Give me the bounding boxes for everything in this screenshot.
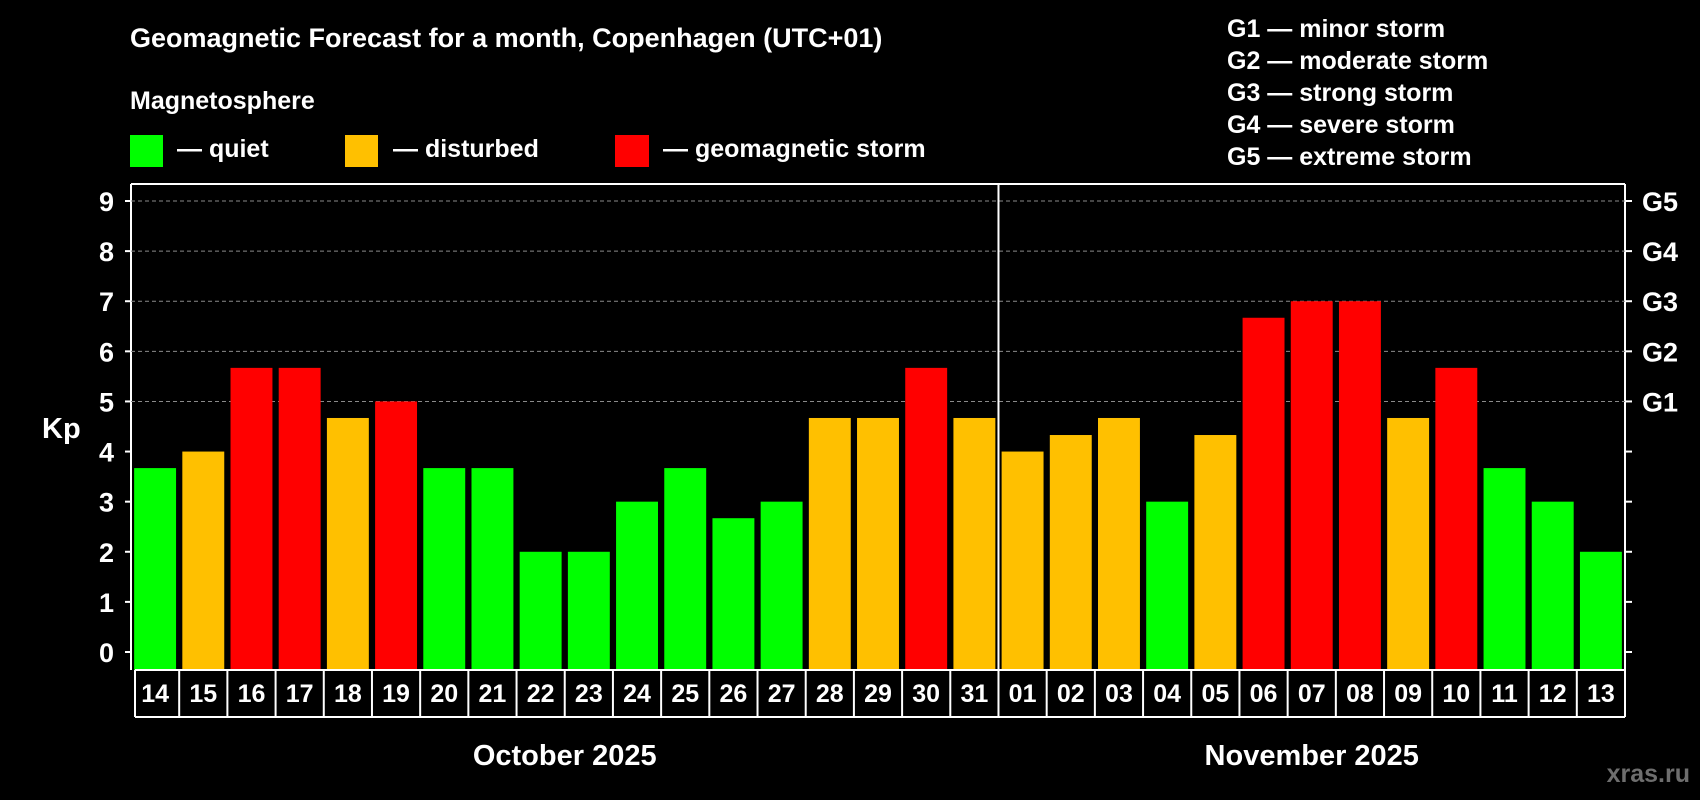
y-axis-label: Kp: [42, 413, 81, 445]
bar-10: [1435, 367, 1478, 670]
bar-06: [1242, 317, 1285, 670]
y-tick-label: 8: [99, 237, 114, 267]
bar-20: [423, 468, 466, 670]
day-label: 18: [334, 680, 362, 708]
day-label: 16: [238, 680, 266, 708]
day-label: 14: [141, 680, 169, 708]
bar-05: [1194, 435, 1237, 670]
day-label: 29: [864, 680, 892, 708]
y-tick-label: 2: [99, 538, 114, 568]
y-tick-label: 4: [99, 438, 114, 468]
day-label: 26: [720, 680, 748, 708]
bar-19: [375, 401, 418, 670]
bar-04: [1146, 501, 1189, 670]
day-label: 23: [575, 680, 603, 708]
bar-14: [134, 468, 177, 670]
month-label: November 2025: [1205, 740, 1419, 772]
legend-swatch-disturbed: [345, 135, 378, 167]
day-label: 01: [1009, 680, 1037, 708]
day-label: 12: [1539, 680, 1567, 708]
legend-swatch-storm: [615, 135, 649, 167]
bar-17: [278, 367, 321, 670]
g-scale-item: G3 — strong storm: [1227, 79, 1453, 107]
bar-09: [1387, 417, 1430, 670]
bar-08: [1338, 301, 1381, 670]
day-label: 07: [1298, 680, 1326, 708]
bar-30: [905, 367, 948, 670]
bar-12: [1531, 501, 1574, 670]
day-label: 05: [1201, 680, 1229, 708]
legend-heading: Magnetosphere: [130, 87, 315, 115]
legend: — quiet — disturbed — geomagnetic storm: [130, 135, 926, 167]
g-tick-label: G2: [1642, 337, 1678, 367]
bar-16: [230, 367, 273, 670]
bar-21: [471, 468, 514, 670]
day-label: 25: [671, 680, 699, 708]
bar-29: [857, 417, 899, 670]
g-scale-legend: G1 — minor storm G2 — moderate storm G3 …: [1227, 15, 1488, 171]
y-tick-label: 3: [99, 488, 114, 518]
legend-swatch-quiet: [130, 135, 163, 167]
bar-25: [664, 468, 707, 670]
day-label: 15: [189, 680, 217, 708]
chart-title: Geomagnetic Forecast for a month, Copenh…: [130, 23, 882, 53]
day-label: 13: [1587, 680, 1615, 708]
day-label: 17: [286, 680, 314, 708]
watermark: xras.ru: [1607, 760, 1690, 788]
y-tick-label: 7: [99, 287, 114, 317]
y-tick-label: 0: [99, 638, 114, 668]
day-label: 02: [1057, 680, 1085, 708]
day-label: 27: [768, 680, 796, 708]
legend-label-storm: — geomagnetic storm: [663, 135, 926, 163]
day-label: 30: [912, 680, 940, 708]
g-scale-item: G1 — minor storm: [1227, 15, 1445, 43]
bar-22: [519, 551, 562, 670]
bar-02: [1049, 435, 1092, 670]
g-scale-item: G4 — severe storm: [1227, 111, 1455, 139]
bar-28: [808, 417, 851, 670]
g-tick-label: G1: [1642, 387, 1678, 417]
month-label: October 2025: [473, 740, 657, 772]
day-label: 22: [527, 680, 555, 708]
day-label: 03: [1105, 680, 1133, 708]
day-label: 24: [623, 680, 651, 708]
bar-18: [326, 417, 369, 670]
bar-13: [1579, 551, 1622, 670]
g-scale-item: G2 — moderate storm: [1227, 47, 1488, 75]
day-label: 08: [1346, 680, 1374, 708]
g-tick-label: G3: [1642, 287, 1678, 317]
day-label: 04: [1153, 680, 1181, 708]
bar-27: [760, 501, 803, 670]
bar-31: [953, 417, 996, 670]
legend-label-quiet: — quiet: [177, 135, 269, 163]
y-tick-label: 5: [99, 387, 114, 417]
y-tick-label: 6: [99, 337, 114, 367]
bar-01: [1001, 451, 1044, 670]
bar-11: [1483, 468, 1526, 670]
bar-26: [712, 518, 755, 670]
day-label: 10: [1442, 680, 1470, 708]
g-tick-label: G4: [1642, 237, 1678, 267]
bar-24: [616, 501, 658, 670]
y-tick-label: 1: [99, 588, 114, 618]
bar-15: [182, 451, 225, 670]
legend-label-disturbed: — disturbed: [393, 135, 539, 163]
day-label: 21: [479, 680, 507, 708]
bar-07: [1290, 301, 1333, 670]
day-label: 09: [1394, 680, 1422, 708]
g-scale-item: G5 — extreme storm: [1227, 143, 1472, 171]
day-label: 19: [382, 680, 410, 708]
day-label: 20: [430, 680, 458, 708]
g-tick-label: G5: [1642, 187, 1678, 217]
bar-23: [567, 551, 610, 670]
day-label: 06: [1250, 680, 1278, 708]
day-label: 28: [816, 680, 844, 708]
day-label: 31: [960, 680, 988, 708]
day-label: 11: [1491, 680, 1518, 708]
y-tick-label: 9: [99, 187, 114, 217]
bar-03: [1098, 417, 1140, 670]
